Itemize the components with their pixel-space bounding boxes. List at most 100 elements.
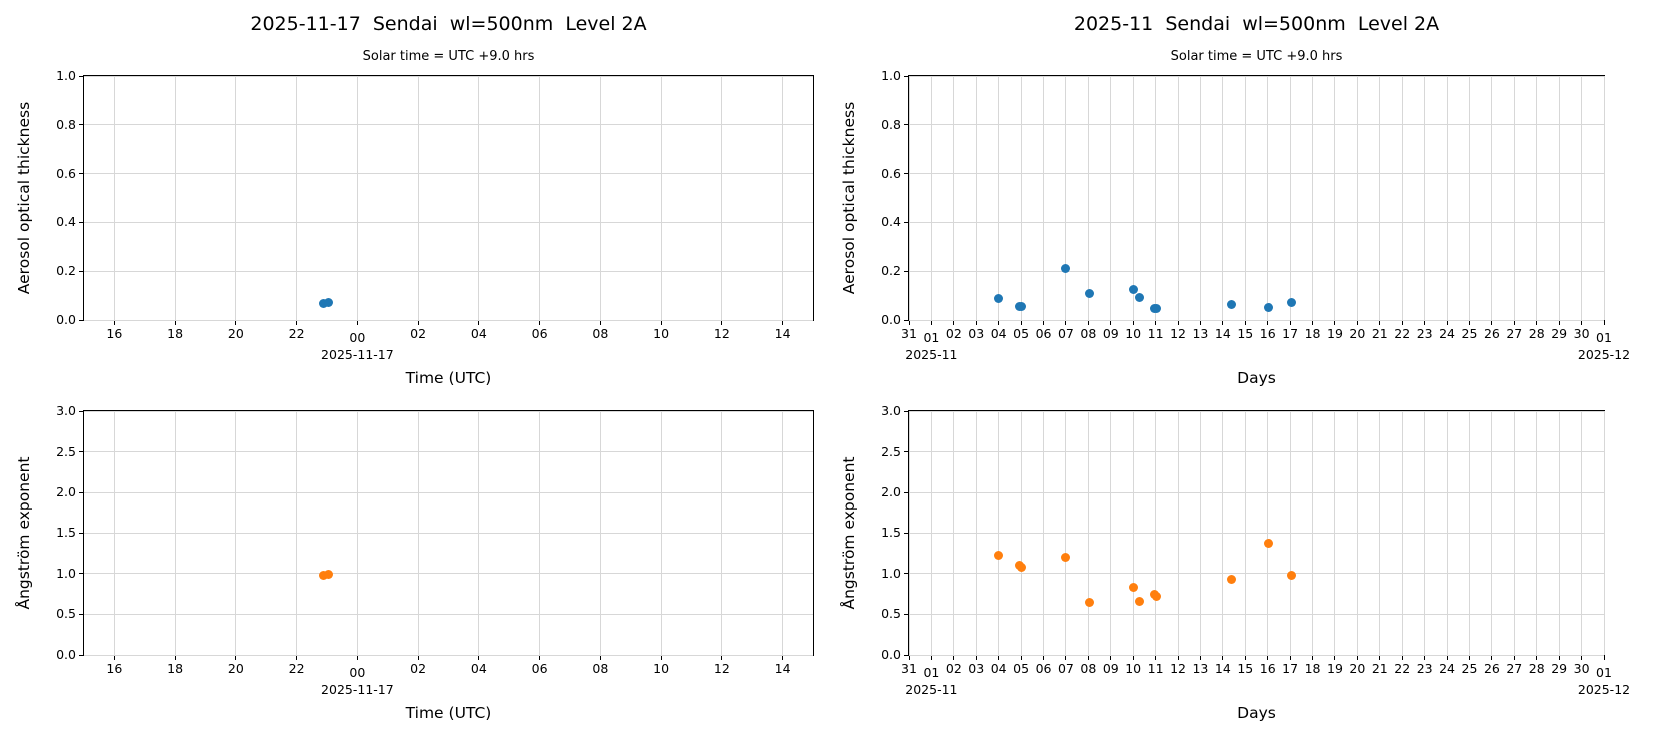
plot-area (83, 410, 814, 656)
x-tick-label: 13 (1192, 661, 1209, 676)
x-tick-label: 06 (531, 326, 548, 341)
gridline-x (1603, 76, 1605, 320)
chart-subtitle: Solar time = UTC +9.0 hrs (362, 49, 535, 64)
x-tick-label: 12 (1170, 326, 1186, 341)
y-tick-label: 0.4 (881, 214, 901, 230)
x-tick-mark (1379, 656, 1381, 660)
x-tick-label: 02 (945, 326, 962, 341)
y-tick-label: 0.4 (56, 214, 76, 230)
y-tick-label: 3.0 (56, 403, 76, 418)
x-tick-label: 09 (1102, 661, 1119, 676)
x-tick-mark (1065, 321, 1067, 325)
y-tick-mark (79, 410, 83, 412)
x-tick-label: 04 (470, 661, 487, 676)
y-tick-label: 0.2 (56, 263, 76, 279)
x-tick-label: 23 (1416, 661, 1433, 676)
x-tick-label: 16 (1259, 661, 1276, 676)
x-tick-date-label: 2025-11 (905, 347, 958, 362)
x-tick-label: 16 (106, 326, 123, 341)
gridline-x (1558, 76, 1560, 320)
gridline-x (1536, 76, 1538, 320)
gridline-x (1379, 76, 1381, 320)
gridline-x (1581, 76, 1583, 320)
gridline-y (909, 75, 1604, 77)
data-point (1128, 284, 1138, 294)
data-point (1061, 263, 1071, 273)
gridline-y (84, 221, 813, 223)
x-tick-mark (1581, 321, 1583, 325)
x-tick-label: 02 (945, 661, 962, 676)
x-tick-label: 14 (774, 326, 791, 341)
gridline-x (953, 76, 955, 320)
x-tick-mark (930, 321, 932, 325)
gridline-y (909, 491, 1604, 493)
x-tick-label: 20 (1349, 326, 1366, 341)
gridline-y (84, 124, 813, 126)
x-tick-label: 21 (1371, 661, 1388, 676)
gridline-y (909, 221, 1604, 223)
x-tick-mark (599, 321, 601, 325)
x-tick-mark (174, 321, 176, 325)
gridline-y (84, 532, 813, 534)
x-tick-label: 17 (1282, 661, 1299, 676)
x-tick-mark (1110, 321, 1112, 325)
data-point (1135, 597, 1145, 607)
x-tick-mark (1155, 321, 1157, 325)
data-point (1264, 539, 1274, 549)
x-tick-mark (1446, 656, 1448, 660)
gridline-x (1424, 76, 1426, 320)
gridline-x (1110, 76, 1112, 320)
x-tick-mark (1020, 321, 1022, 325)
x-tick-mark (1558, 656, 1560, 660)
gridline-x (1087, 76, 1089, 320)
gridline-x (1132, 76, 1134, 320)
x-tick-label: 24 (1439, 661, 1456, 676)
y-tick-label: 3.0 (881, 403, 901, 418)
x-tick-mark (1132, 321, 1134, 325)
x-tick-mark (1334, 656, 1336, 660)
gridline-x (1267, 76, 1269, 320)
x-tick-label: 22 (1394, 661, 1411, 676)
x-tick-label: 25 (1461, 661, 1478, 676)
gridline-x (113, 76, 115, 320)
x-tick-mark (1222, 656, 1224, 660)
y-tick-mark (79, 221, 83, 223)
y-axis-label: Aerosol optical thickness (15, 101, 33, 295)
x-tick-label: 10 (653, 326, 670, 341)
gridline-y (84, 613, 813, 615)
x-tick-date-label: 2025-11-17 (321, 682, 394, 697)
x-tick-label: 22 (288, 326, 305, 341)
x-tick-label: 26 (1483, 661, 1500, 676)
y-tick-mark (904, 124, 908, 126)
x-tick-label: 20 (227, 326, 244, 341)
gridline-x (1312, 76, 1314, 320)
x-tick-mark (1401, 321, 1403, 325)
y-tick-mark (904, 613, 908, 615)
y-tick-mark (904, 573, 908, 575)
y-tick-label: 1.5 (56, 525, 76, 540)
x-tick-mark (296, 321, 298, 325)
gridline-x (1468, 76, 1470, 320)
gridline-y (909, 173, 1604, 175)
y-tick-label: 1.0 (56, 565, 76, 581)
y-tick-mark (79, 613, 83, 615)
x-tick-mark (1334, 321, 1336, 325)
y-tick-label: 0.0 (881, 312, 901, 327)
gridline-y (84, 173, 813, 175)
gridline-y (84, 75, 813, 77)
x-tick-label: 11 (1147, 326, 1164, 341)
x-tick-mark (1087, 321, 1089, 325)
data-point (1017, 563, 1027, 573)
gridline-x (1244, 76, 1246, 320)
x-tick-label: 28 (1528, 326, 1545, 341)
gridline-y (909, 532, 1604, 534)
x-tick-mark (1468, 321, 1470, 325)
plot-area (83, 75, 814, 321)
x-tick-label: 09 (1102, 326, 1119, 341)
data-point (324, 570, 334, 580)
y-tick-mark (79, 319, 83, 321)
x-tick-mark (1491, 656, 1493, 660)
y-tick-label: 2.5 (56, 443, 76, 459)
data-point (1084, 598, 1094, 608)
